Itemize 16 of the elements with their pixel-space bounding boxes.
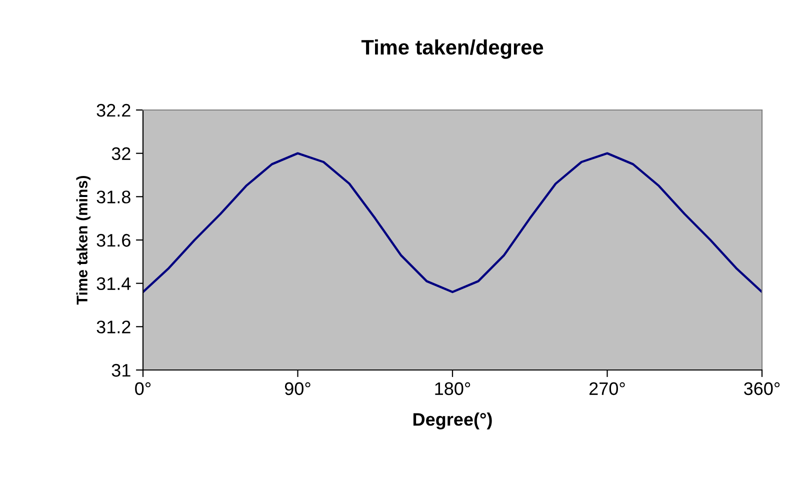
x-tick-label: 0° [135,382,151,396]
y-tick-label: 31.2 [96,320,130,334]
y-tick-label: 31 [112,364,130,377]
x-tick-label: 360° [744,382,780,396]
y-axis-title: Time taken (mins) [76,176,90,305]
y-tick-label: 31.8 [96,190,130,204]
y-tick-label: 31.6 [96,234,130,247]
x-tick-label: 180° [435,382,470,396]
y-tick-label: 32 [112,147,130,160]
line-series [143,152,762,294]
x-tick-label: 90° [284,382,310,396]
x-tick-label: 270° [589,382,625,396]
chart-title: Time taken/degree [361,39,544,59]
y-tick-label: 32.2 [96,104,130,117]
x-axis-title: Degree(°) [413,412,492,430]
y-tick-label: 31.4 [96,277,131,290]
